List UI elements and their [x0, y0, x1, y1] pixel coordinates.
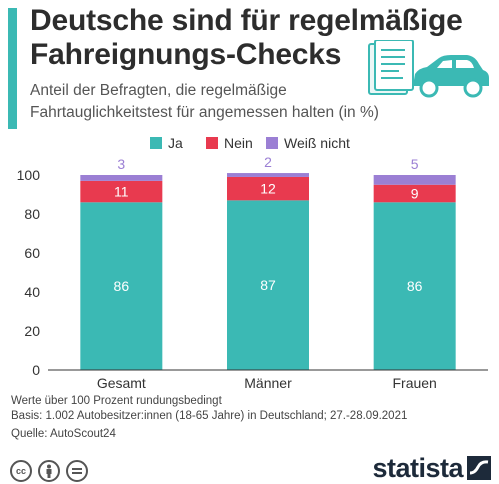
license-icons: cc	[10, 460, 88, 482]
y-tick-label: 80	[24, 206, 40, 222]
data-label: 11	[114, 184, 129, 200]
footnote-source: Quelle: AutoScout24	[11, 428, 116, 440]
legend-swatch-nein	[206, 137, 218, 149]
data-label: 9	[411, 186, 419, 202]
title-line-2: Fahreignungs-Checks	[30, 38, 342, 71]
no-derivatives-equals-icon[interactable]	[66, 460, 88, 482]
data-label: 3	[117, 156, 125, 172]
chart-legend: Ja Nein Weiß nicht	[0, 134, 499, 152]
bar-segment	[227, 200, 309, 370]
page-title: Deutsche sind für regelmäßige Fahreignun…	[30, 4, 499, 72]
statista-wave-icon	[467, 456, 491, 480]
bar-segment	[227, 173, 309, 177]
statista-logo[interactable]: statista	[372, 453, 491, 483]
x-tick-label: Männer	[244, 375, 292, 391]
stacked-bar-chart: 0 20 40 60 80 100 86 11 3 Gesamt 87 12 2 Männer 86 9 5 Fr…	[17, 154, 488, 391]
bar-segment	[80, 175, 163, 181]
data-label: 5	[411, 156, 419, 172]
data-label: 86	[407, 278, 423, 294]
legend-label-ja: Ja	[168, 135, 183, 151]
statista-wordmark: statista	[372, 452, 463, 483]
legend-swatch-ja	[150, 137, 162, 149]
data-label: 2	[264, 154, 272, 170]
bar-segment	[373, 202, 456, 370]
subtitle-line-2: Fahrtauglichkeitstest für angemessen hal…	[30, 104, 379, 121]
subtitle-line-1: Anteil der Befragten, die regelmäßige	[30, 82, 287, 99]
data-label: 86	[114, 278, 130, 294]
legend-swatch-weiss-nicht	[266, 137, 278, 149]
legend-label-weiss-nicht: Weiß nicht	[284, 135, 350, 151]
legend-item-weiss-nicht: Weiß nicht	[266, 134, 350, 152]
x-tick-label: Gesamt	[97, 375, 146, 391]
bar-segment	[227, 176, 309, 201]
bar-segment	[80, 180, 163, 203]
data-label: 87	[260, 277, 276, 293]
data-label: 12	[260, 181, 276, 197]
legend-item-nein: Nein	[206, 134, 253, 152]
attribution-person-icon[interactable]	[38, 460, 60, 482]
y-tick-label: 100	[17, 167, 41, 183]
accent-bar	[8, 8, 17, 129]
y-tick-label: 40	[24, 284, 40, 300]
subtitle: Anteil der Befragten, die regelmäßige Fa…	[30, 80, 430, 124]
bar-segment	[80, 202, 163, 370]
footnote-rounding: Werte über 100 Prozent rundungsbedingt	[11, 395, 222, 407]
legend-label-nein: Nein	[224, 135, 253, 151]
y-tick-label: 0	[32, 362, 40, 378]
x-tick-label: Frauen	[392, 375, 436, 391]
y-tick-label: 20	[24, 323, 40, 339]
bar-segment	[373, 184, 456, 203]
legend-item-ja: Ja	[150, 134, 183, 152]
y-tick-label: 60	[24, 245, 40, 261]
footnote-basis: Basis: 1.002 Autobesitzer:innen (18-65 J…	[11, 410, 408, 422]
document-car-illustration	[368, 40, 489, 98]
creative-commons-icon[interactable]: cc	[10, 460, 32, 482]
title-line-1: Deutsche sind für regelmäßige	[30, 4, 463, 37]
bar-segment	[373, 175, 456, 185]
